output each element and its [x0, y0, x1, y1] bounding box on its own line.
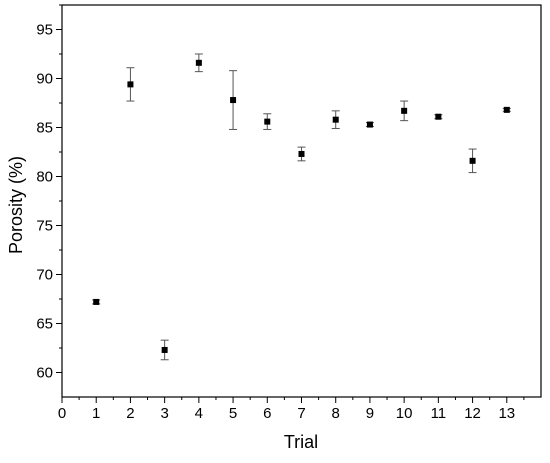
y-axis-title: Porosity (%) — [6, 156, 26, 254]
x-tick-label: 13 — [498, 405, 515, 422]
data-point — [332, 116, 339, 123]
x-tick-label: 5 — [229, 405, 237, 422]
y-tick-label: 80 — [36, 169, 53, 186]
data-point — [161, 346, 168, 353]
data-point — [127, 81, 134, 88]
data-point — [401, 107, 408, 114]
data-point — [503, 106, 510, 113]
x-tick-label: 0 — [58, 405, 66, 422]
error-bars — [92, 53, 511, 361]
data-point — [366, 121, 373, 128]
x-tick-label: 7 — [297, 405, 305, 422]
x-tick-label: 3 — [160, 405, 168, 422]
plot-frame — [61, 4, 542, 398]
x-tick-label: 8 — [332, 405, 340, 422]
y-tick-label: 90 — [36, 71, 53, 88]
y-tick-label: 85 — [36, 120, 53, 137]
data-point — [93, 298, 100, 305]
x-tick-label: 1 — [92, 405, 100, 422]
x-tick-label: 11 — [431, 405, 447, 422]
data-point — [264, 118, 271, 125]
data-point — [230, 97, 237, 104]
data-point — [469, 157, 476, 164]
y-tick-label: 65 — [36, 316, 53, 333]
data-point — [195, 59, 202, 66]
x-axis-title: Trial — [284, 432, 318, 452]
data-points — [93, 59, 510, 353]
x-tick-label: 12 — [464, 405, 481, 422]
x-tick-label: 9 — [366, 405, 374, 422]
x-tick-label: 2 — [126, 405, 134, 422]
data-point — [298, 150, 305, 157]
x-tick-label: 6 — [263, 405, 271, 422]
data-point — [435, 113, 442, 120]
y-tick-label: 75 — [36, 218, 53, 235]
y-tick-label: 70 — [36, 267, 53, 284]
y-tick-label: 95 — [36, 22, 53, 39]
axes — [61, 4, 542, 398]
x-tick-label: 4 — [195, 405, 203, 422]
y-tick-label: 60 — [36, 365, 53, 382]
x-tick-label: 10 — [396, 405, 413, 422]
